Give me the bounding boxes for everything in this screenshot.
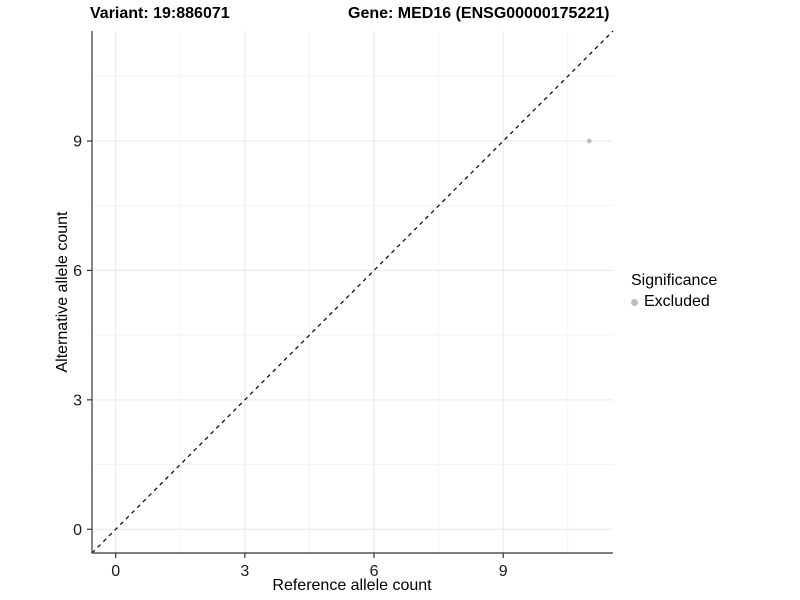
x-tick-label: 9 [499,563,508,580]
y-tick-label: 6 [73,263,82,280]
x-tick-label: 6 [370,563,379,580]
x-tick-label: 0 [111,563,120,580]
x-tick-label: 3 [240,563,249,580]
legend-item-label: Excluded [644,293,710,310]
legend-item-excluded: Excluded [631,293,717,311]
y-tick-label: 9 [73,134,82,151]
y-tick-label: 3 [73,392,82,409]
plot-title-gene: Gene: MED16 (ENSG00000175221) [348,5,610,22]
plot-title-variant: Variant: 19:886071 [90,5,230,22]
legend: Significance Excluded [631,272,717,311]
legend-title: Significance [631,272,718,289]
identity-line [91,30,614,554]
data-point-excluded [586,138,592,144]
y-tick-label: 0 [73,522,82,539]
excluded-point-icon [631,298,638,306]
x-axis-label: Reference allele count [272,577,432,594]
